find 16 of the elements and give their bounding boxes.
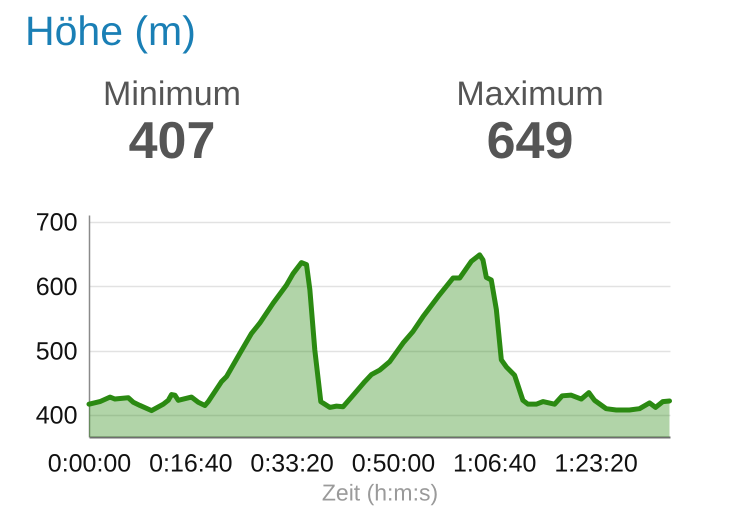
text: Maximum — [456, 75, 604, 113]
text: Minimum — [103, 75, 241, 113]
x-tick-label: 0:50:00 — [352, 450, 436, 478]
x-tick-label: 0:33:20 — [250, 450, 334, 478]
x-tick-label: 1:23:20 — [554, 450, 638, 478]
y-tick-label: 700 — [36, 208, 78, 237]
x-axis-title: Zeit (h:m:s) — [322, 480, 438, 506]
x-tick-label: 0:00:00 — [48, 450, 132, 478]
chart-title: Höhe (m) — [25, 8, 196, 54]
x-tick-label: 0:16:40 — [149, 450, 233, 478]
x-tick-label: 1:06:40 — [453, 450, 536, 478]
text: 407 — [128, 112, 216, 170]
y-tick-label: 500 — [36, 337, 78, 366]
text: 649 — [486, 112, 574, 170]
y-tick-label: 400 — [36, 402, 78, 430]
y-tick-label: 600 — [36, 272, 78, 301]
